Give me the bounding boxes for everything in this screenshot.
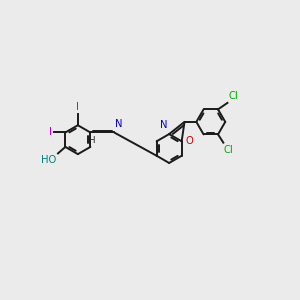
Text: O: O: [185, 136, 193, 146]
Text: HO: HO: [41, 155, 56, 165]
Text: I: I: [50, 128, 52, 137]
Text: Cl: Cl: [229, 91, 238, 101]
Text: H: H: [88, 136, 95, 145]
Text: Cl: Cl: [223, 145, 233, 155]
Text: N: N: [115, 119, 123, 129]
Text: N: N: [160, 120, 168, 130]
Text: I: I: [76, 102, 80, 112]
